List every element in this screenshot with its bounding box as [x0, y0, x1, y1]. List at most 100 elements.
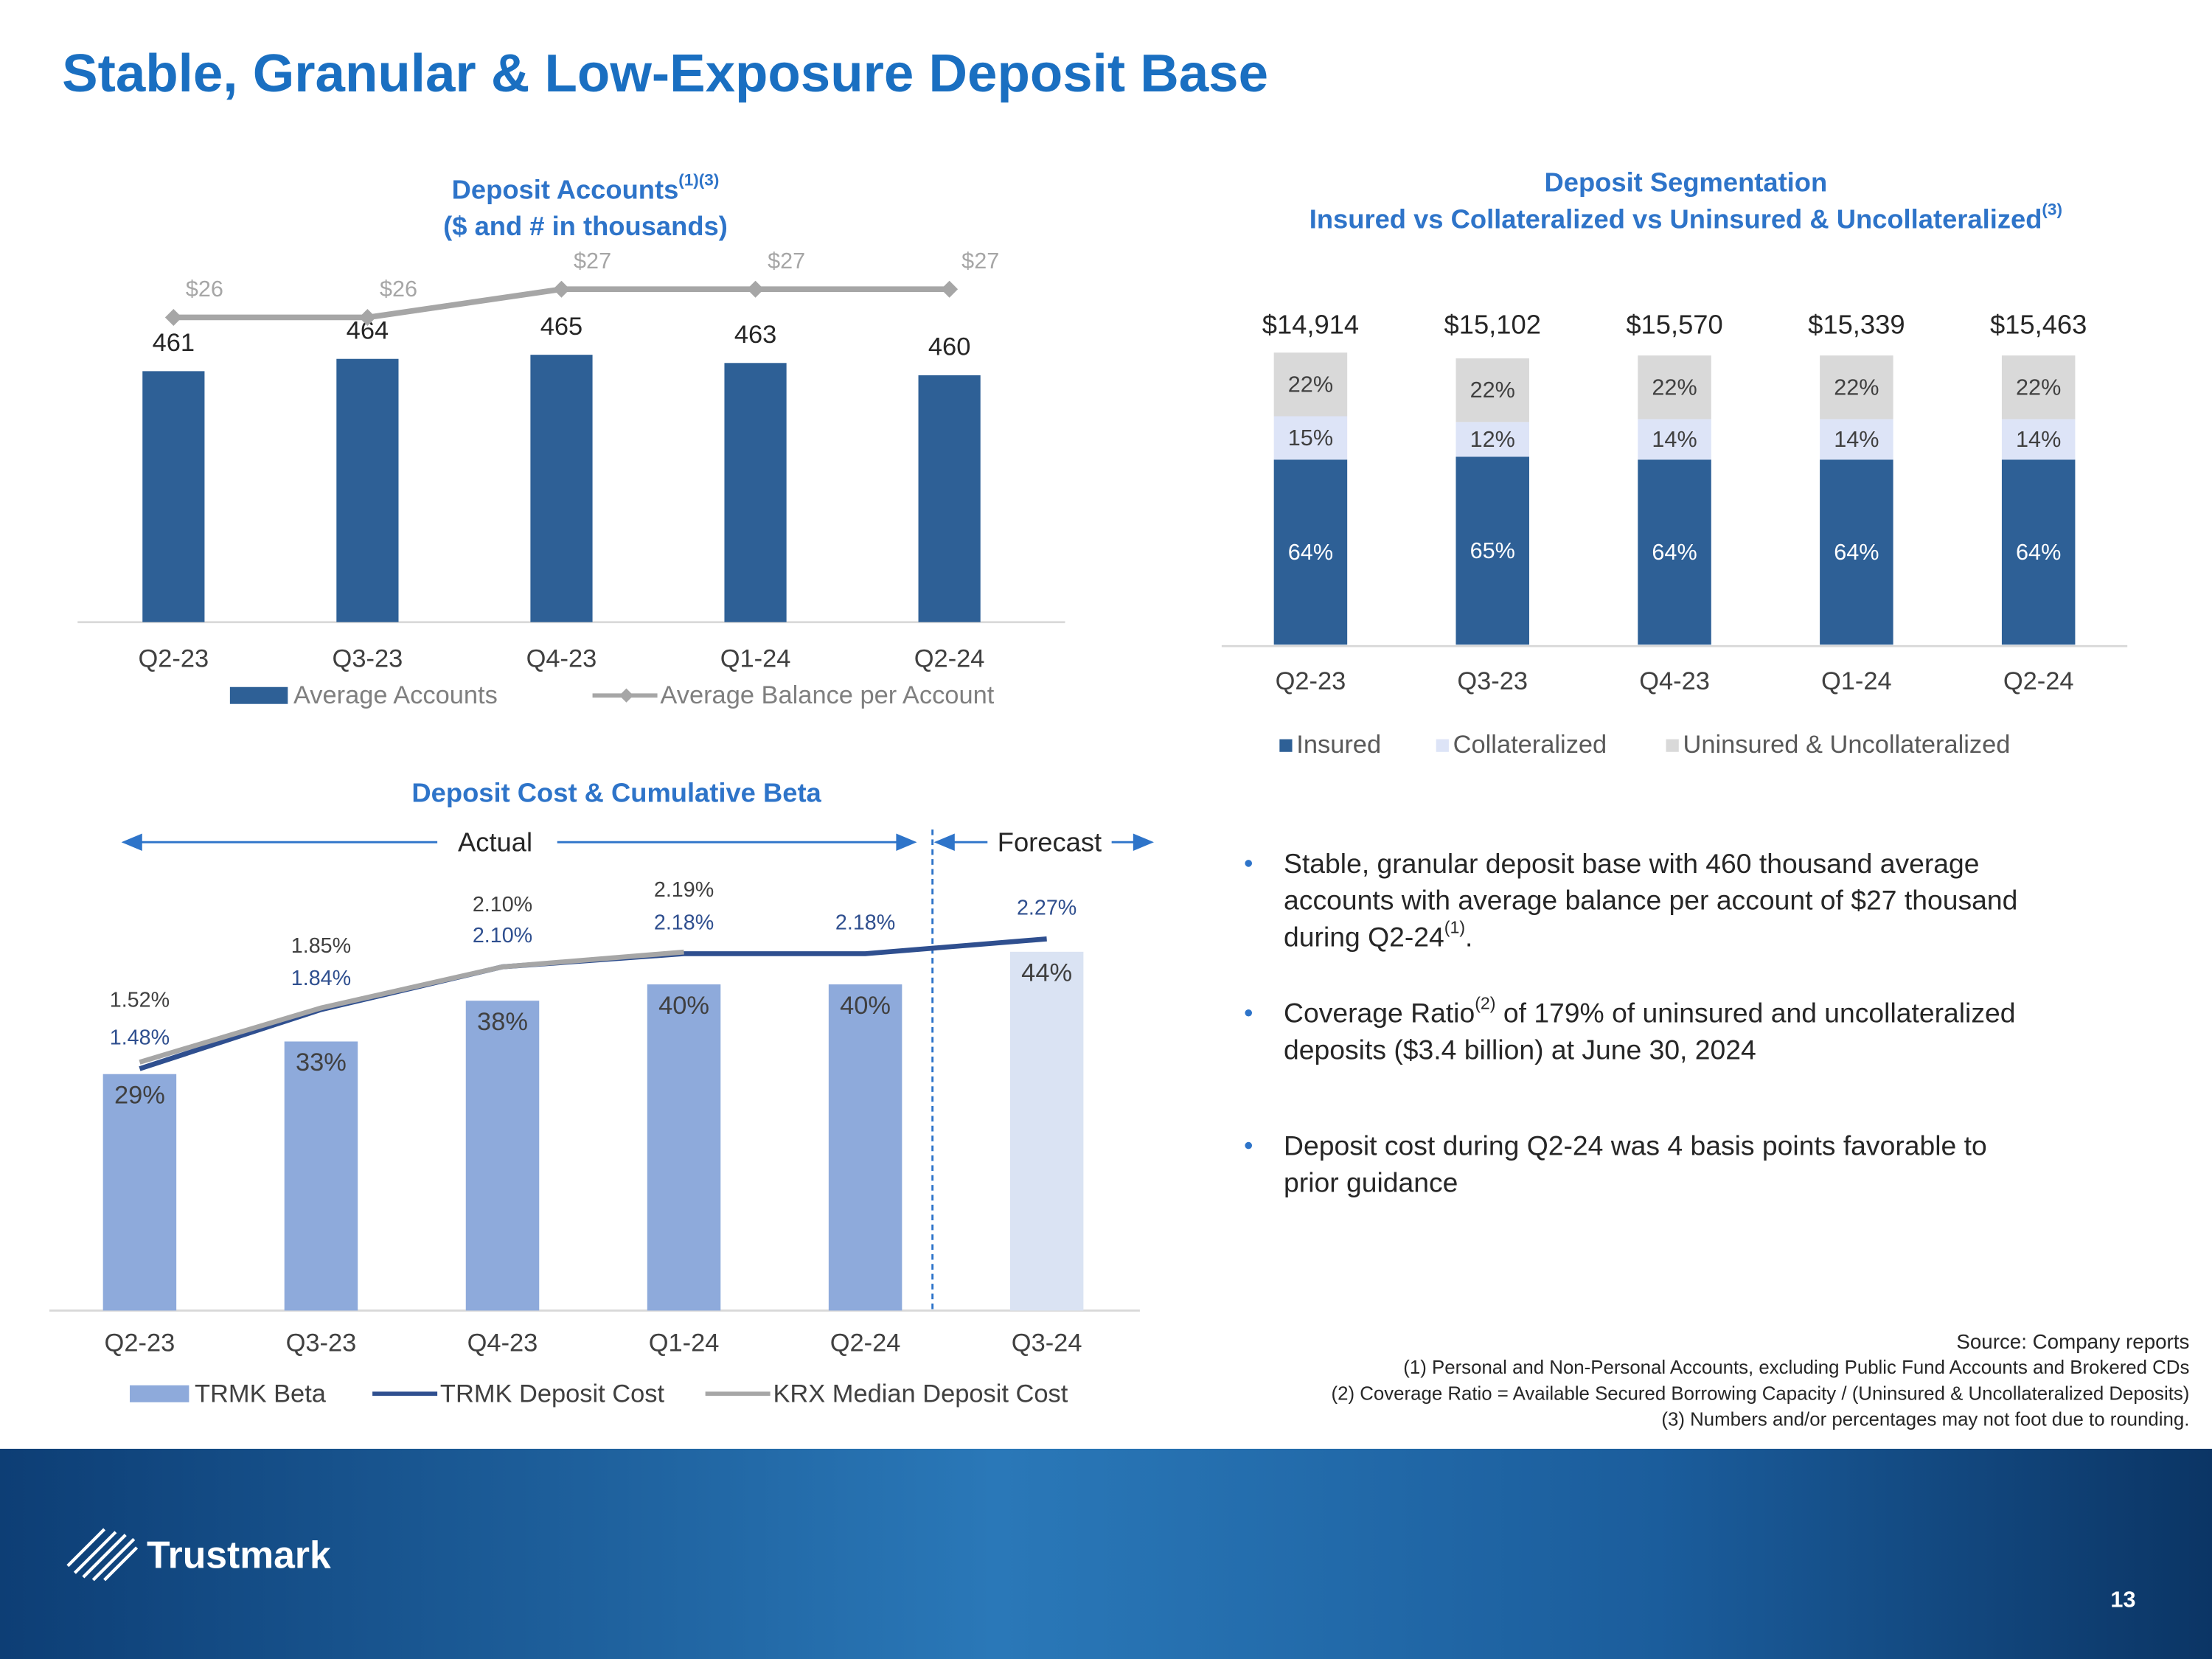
segment-label: 14%: [1834, 427, 1879, 452]
segment-label: 65%: [1470, 538, 1515, 563]
line-label: $26: [186, 276, 223, 302]
line-label: 2.19%: [654, 878, 714, 902]
line-label: 2.27%: [1017, 896, 1077, 919]
legend-swatch: [1666, 739, 1679, 752]
bar-segment: [1820, 419, 1893, 460]
annotation: Actual: [458, 827, 532, 858]
bar: [142, 371, 205, 622]
line-label: $26: [380, 276, 417, 302]
bullet-segment: during Q2-24: [1284, 921, 1444, 952]
bar-segment: [1638, 355, 1711, 420]
segment-label: 22%: [1470, 378, 1515, 403]
bar-segment: [1273, 352, 1348, 417]
bar-segment: [2001, 459, 2076, 645]
line-marker: [747, 280, 765, 298]
legend-swatch: [1436, 739, 1449, 752]
line-label: 1.48%: [110, 1026, 170, 1049]
x-tick-label: Q3-24: [1012, 1329, 1082, 1357]
total-label: $15,102: [1444, 310, 1541, 340]
bar-label: 38%: [477, 1008, 528, 1036]
segment-label: 22%: [1834, 375, 1879, 400]
footnote: (3) Numbers and/or percentages may not f…: [1661, 1410, 2189, 1430]
bar-label: 29%: [114, 1081, 165, 1109]
legend-label: Uninsured & Uncollateralized: [1683, 731, 2011, 759]
legend-swatch: [1279, 739, 1293, 752]
line-marker: [553, 280, 570, 298]
bar: [918, 375, 981, 622]
bar: [336, 358, 399, 622]
chart-title-text: Deposit Accounts: [452, 174, 679, 204]
chart-title: Deposit Cost & Cumulative Beta: [411, 778, 821, 808]
bar-label: 40%: [658, 992, 709, 1020]
bullet-text: Stable, granular deposit base with 460 t…: [1284, 848, 1979, 879]
bar-label: 460: [928, 333, 970, 361]
line-label: 2.10%: [473, 924, 532, 947]
footnote: (2) Coverage Ratio = Available Secured B…: [1332, 1383, 2190, 1404]
line-label: 1.84%: [291, 967, 351, 990]
period-arrows: [121, 830, 1154, 1310]
x-tick-label: Q1-24: [720, 644, 791, 672]
x-tick-label: Q3-23: [333, 644, 403, 672]
x-tick-label: Q2-23: [138, 644, 209, 672]
segment-label: 22%: [1288, 372, 1333, 397]
chart-title: Deposit Accounts(1)(3): [452, 170, 720, 204]
line-label: $27: [961, 248, 999, 274]
bullet-segment: Stable, granular deposit base with 460 t…: [1284, 848, 1979, 879]
segment-label: 22%: [1652, 375, 1697, 400]
chart-subtitle-text: Insured vs Collateralized vs Uninsured &…: [1310, 204, 2042, 234]
logo-icon: [66, 1528, 139, 1582]
line-label: 2.18%: [835, 911, 895, 934]
legend-label: TRMK Deposit Cost: [440, 1380, 665, 1408]
bar: [647, 984, 721, 1311]
bar: [530, 355, 593, 622]
bar: [828, 984, 902, 1311]
legend-label: Collateralized: [1453, 731, 1607, 759]
x-tick-label: Q2-24: [914, 644, 985, 672]
bar-segment: [1820, 459, 1893, 645]
x-tick-label: Q4-23: [526, 644, 597, 672]
total-label: $14,914: [1262, 310, 1359, 340]
segment-label: 64%: [1834, 540, 1879, 565]
x-tick-label: Q4-23: [1639, 667, 1710, 695]
footer-band: [0, 1448, 2212, 1659]
page-number: 13: [2110, 1587, 2135, 1613]
segment-label: 64%: [2016, 540, 2061, 565]
bar: [1009, 951, 1084, 1311]
bar-segment: [2001, 419, 2076, 460]
x-tick-label: Q4-23: [467, 1329, 538, 1357]
bar-segment: [1455, 358, 1529, 422]
logo-text: Trustmark: [147, 1533, 331, 1576]
legend-label: Average Balance per Account: [660, 681, 994, 709]
bullet-text: during Q2-24(1).: [1284, 917, 1472, 952]
line-label: 1.52%: [110, 988, 170, 1012]
bullet-segment: of 179% of uninsured and uncollateralize…: [1495, 998, 2015, 1029]
line-label: 2.18%: [654, 911, 714, 934]
bullet-text: Coverage Ratio(2) of 179% of uninsured a…: [1284, 994, 2015, 1029]
line-marker: [941, 280, 959, 298]
total-label: $15,463: [1990, 310, 2087, 340]
bar-segment: [1455, 422, 1529, 457]
slide-title: Stable, Granular & Low-Exposure Deposit …: [62, 44, 1268, 103]
bullet-segment: Deposit cost during Q2-24 was 4 basis po…: [1284, 1130, 1987, 1161]
bullet-segment: Coverage Ratio: [1284, 998, 1475, 1029]
bar: [284, 1041, 358, 1311]
segment-label: 14%: [1652, 427, 1697, 452]
bullet-dot: [1245, 1141, 1253, 1150]
bar-segment: [1820, 355, 1893, 420]
x-tick-label: Q1-24: [1821, 667, 1892, 695]
legend-label: TRMK Beta: [195, 1380, 327, 1408]
chart-title-note: (1)(3): [678, 170, 719, 189]
bullet-text: accounts with average balance per accoun…: [1284, 885, 2017, 916]
bar-label: 465: [540, 313, 582, 341]
chart-subtitle-text: ($ and # in thousands): [443, 211, 728, 241]
x-tick-label: Q2-24: [830, 1329, 901, 1357]
x-tick-label: Q2-24: [2003, 667, 2074, 695]
bar-label: 40%: [840, 992, 891, 1020]
segment-label: 14%: [2016, 427, 2061, 452]
segment-label: 64%: [1652, 540, 1697, 565]
bullet-dot: [1245, 1009, 1253, 1017]
line: [139, 949, 684, 1065]
bar-segment: [1273, 416, 1348, 460]
bullet-segment: prior guidance: [1284, 1166, 1458, 1197]
